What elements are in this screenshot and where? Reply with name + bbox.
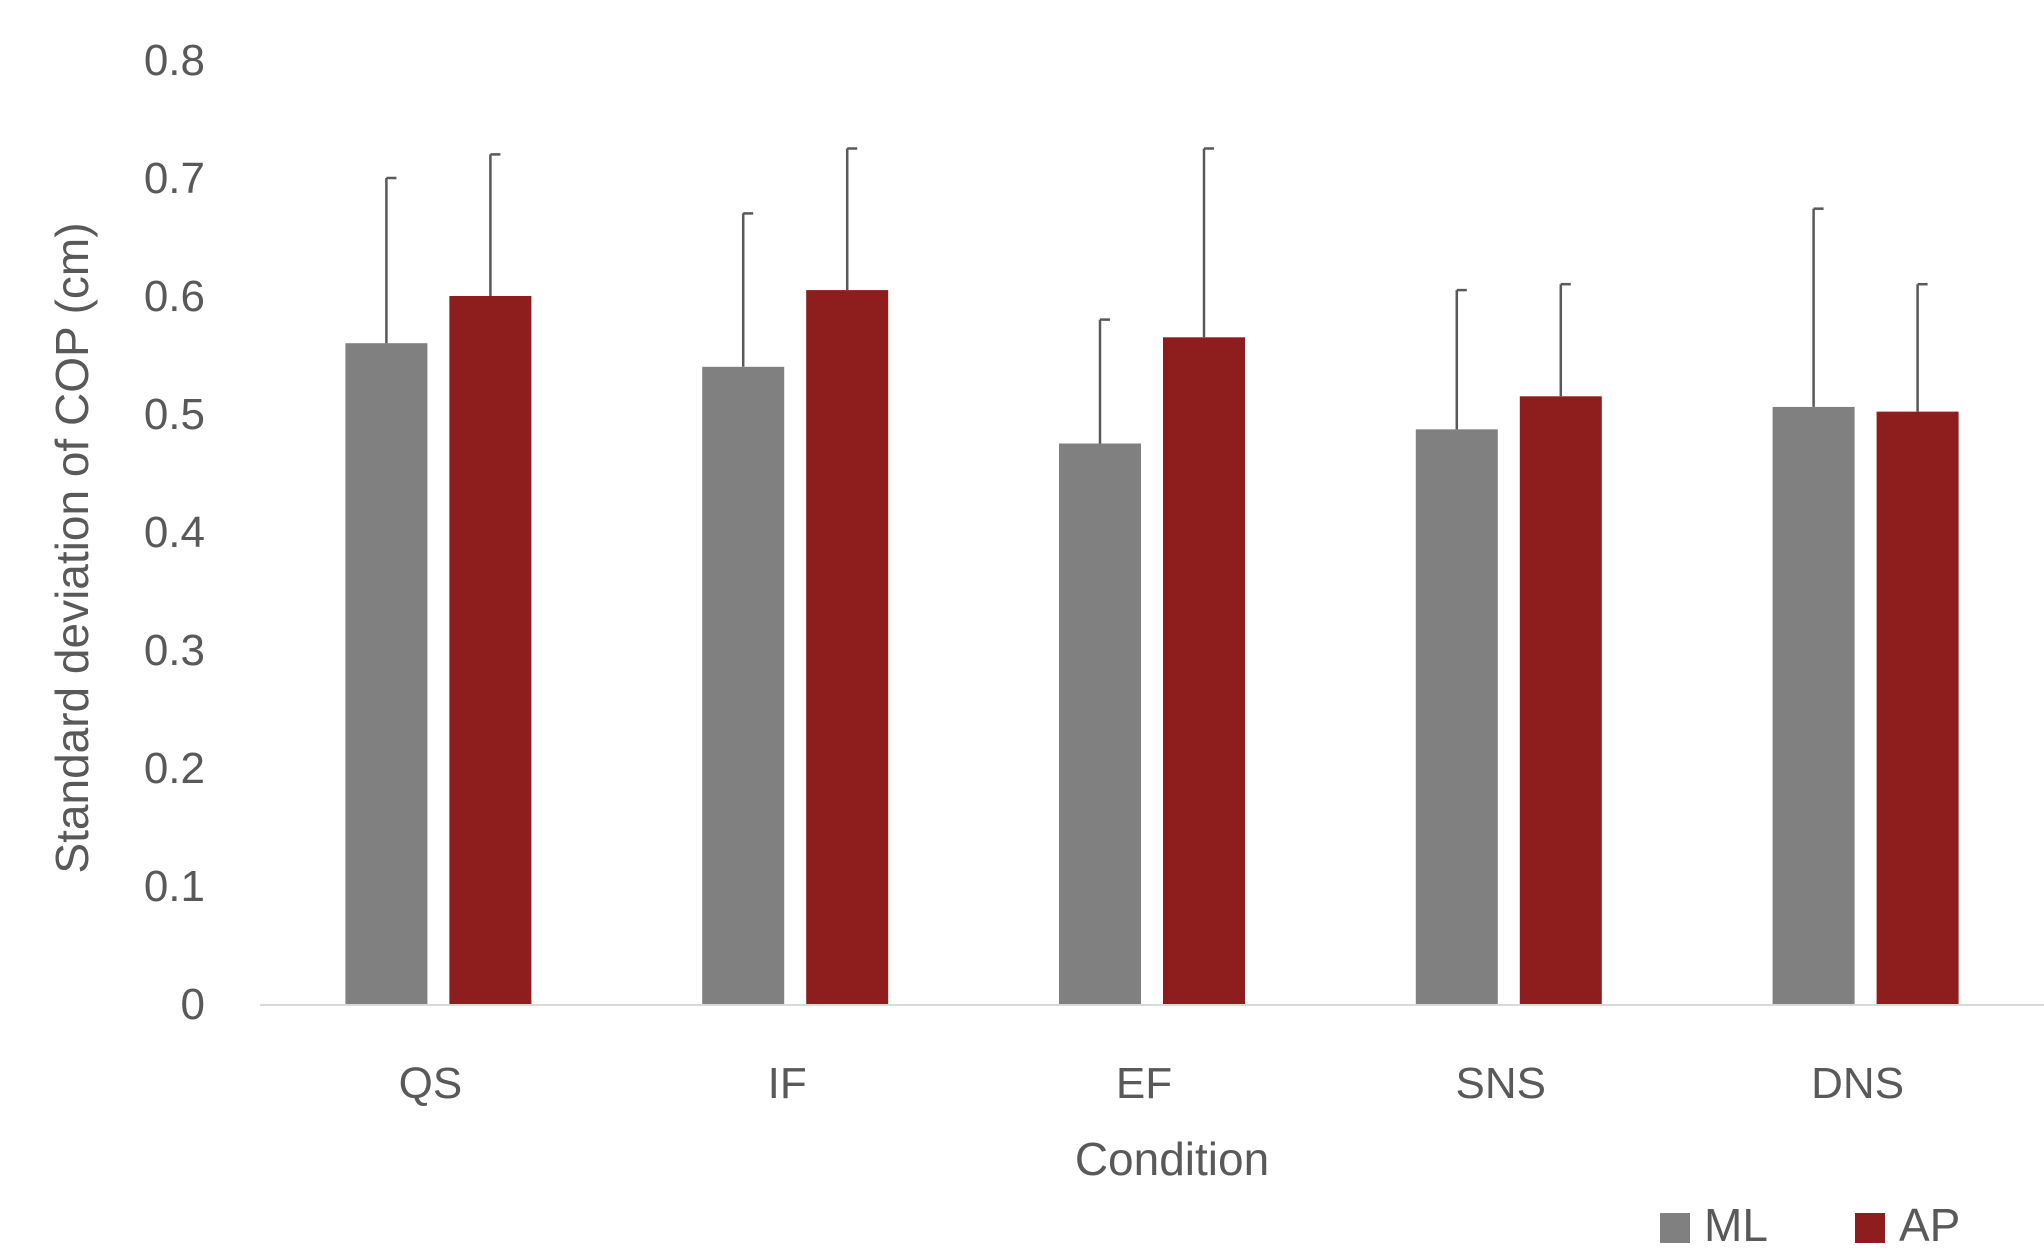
- bar-ap-sns: [1519, 396, 1602, 1004]
- error-bars: [385, 147, 1928, 444]
- x-tick-label-ef: EF: [1116, 1059, 1172, 1108]
- y-tick-label: 0.5: [144, 390, 205, 439]
- legend-swatch-ap: [1855, 1213, 1885, 1243]
- bar-ap-qs: [449, 296, 532, 1004]
- y-tick-label: 0.6: [144, 272, 205, 321]
- bar-ml-qs: [345, 343, 428, 1004]
- x-axis-ticks: QS IF EF SNS DNS: [399, 1059, 1904, 1108]
- bar-ml-sns: [1415, 429, 1498, 1005]
- bar-ap-ef: [1163, 337, 1245, 1004]
- bar-ml-dns: [1772, 406, 1855, 1004]
- y-axis-ticks: 0 0.1 0.2 0.3 0.4 0.5 0.6 0.7 0.8: [144, 36, 205, 1029]
- bars: [345, 290, 1959, 1005]
- x-tick-label-dns: DNS: [1811, 1059, 1904, 1108]
- y-tick-label: 0.4: [144, 508, 205, 557]
- x-axis-title: Condition: [1075, 1133, 1269, 1185]
- legend-label-ap: AP: [1899, 1199, 1960, 1248]
- y-tick-label: 0: [181, 980, 205, 1029]
- y-tick-label: 0.7: [144, 154, 205, 203]
- y-axis-title: Standard deviation of COP (cm): [46, 222, 98, 873]
- bar-ml-if: [702, 366, 785, 1004]
- y-tick-label: 0.8: [144, 36, 205, 85]
- bar-ap-dns: [1876, 411, 1959, 1004]
- y-tick-label: 0.3: [144, 626, 205, 675]
- legend: ML AP: [1660, 1199, 1960, 1248]
- legend-swatch-ml: [1660, 1213, 1690, 1243]
- y-tick-label: 0.2: [144, 744, 205, 793]
- x-tick-label-sns: SNS: [1456, 1059, 1546, 1108]
- x-tick-label-if: IF: [768, 1059, 807, 1108]
- bar-ap-if: [806, 290, 889, 1005]
- y-tick-label: 0.1: [144, 862, 205, 911]
- x-tick-label-qs: QS: [399, 1059, 463, 1108]
- legend-label-ml: ML: [1704, 1199, 1768, 1248]
- bar-ml-ef: [1059, 443, 1141, 1004]
